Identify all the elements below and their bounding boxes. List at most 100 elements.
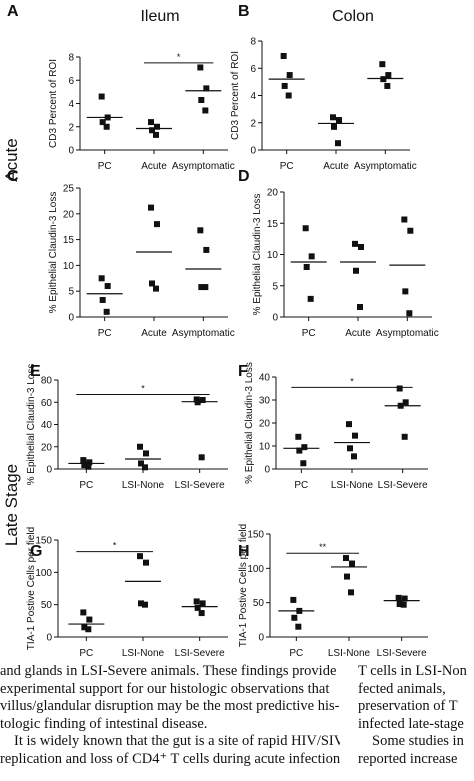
y-tick-label: 100 <box>247 564 264 575</box>
x-tick-label: LSI-None <box>331 480 374 491</box>
data-point <box>331 123 337 130</box>
data-point <box>335 140 341 147</box>
y-tick-label: 150 <box>35 536 52 547</box>
text-line: infected late-stage <box>358 715 464 732</box>
data-point <box>353 267 359 274</box>
x-tick-label: LSI-Severe <box>175 648 225 659</box>
data-point <box>86 459 93 466</box>
data-point <box>336 117 342 124</box>
data-point <box>142 464 148 471</box>
data-point <box>98 93 105 100</box>
y-tick-label: 40 <box>259 373 271 384</box>
text-line: replication and loss of CD4⁺ T cells dur… <box>0 750 340 767</box>
data-point <box>346 421 352 428</box>
data-point <box>401 216 408 223</box>
data-point <box>98 275 105 282</box>
y-tick-label: 0 <box>46 465 52 476</box>
text-line: experimental support for our histologic … <box>0 680 330 697</box>
data-point <box>280 52 287 59</box>
data-point <box>402 399 409 406</box>
text-line: Some studies in <box>372 733 464 750</box>
panel-label: E <box>30 363 41 380</box>
data-point <box>348 589 354 596</box>
data-point <box>103 308 110 315</box>
x-tick-label: PC <box>294 480 308 491</box>
x-tick-label: LSI-Severe <box>378 480 428 491</box>
y-axis-label: CD3 Percent of ROI <box>48 59 59 148</box>
x-tick-label: PC <box>289 648 303 659</box>
data-point <box>137 443 143 450</box>
y-tick-label: 8 <box>68 53 74 64</box>
data-point <box>352 432 358 439</box>
y-tick-label: 5 <box>68 287 74 298</box>
panel-label: D <box>238 168 250 185</box>
y-tick-label: 2 <box>250 118 256 129</box>
data-point <box>198 284 205 291</box>
data-point <box>384 82 391 89</box>
data-point <box>104 283 111 290</box>
data-point <box>81 462 88 469</box>
y-tick-label: 0 <box>264 465 270 476</box>
x-tick-label: LSI-Severe <box>175 480 225 491</box>
y-tick-label: 20 <box>63 209 75 220</box>
y-tick-label: 15 <box>267 219 279 230</box>
y-axis-label: CD3 Percent of ROI <box>230 51 241 140</box>
text-line: fected animals, <box>358 680 446 697</box>
panel-b: B Colon 0 2 4 6 8 CD3 Percent of ROI PC Acute Asym… <box>230 3 417 172</box>
panel-c: C 0 5 10 15 20 25 % Epithelial Claudin-3 Loss PC… <box>7 168 235 339</box>
data-point <box>352 240 358 247</box>
x-tick-label: Acute <box>345 328 371 339</box>
data-point <box>198 454 205 461</box>
x-tick-label: Asymptomatic <box>354 161 417 172</box>
data-point <box>81 624 88 631</box>
panel-label: F <box>238 363 248 380</box>
data-point <box>198 610 205 617</box>
data-point <box>138 600 144 607</box>
x-tick-label: PC <box>79 648 93 659</box>
x-tick-label: LSI-Severe <box>377 648 427 659</box>
data-point <box>149 280 155 287</box>
panel-a: A Ileum 0 2 4 6 8 CD3 Percent of ROI PC Acute Asym… <box>7 3 235 172</box>
data-point <box>379 61 386 68</box>
data-point <box>349 560 355 567</box>
y-axis-label: % Epithelial Claudin-3 Loss <box>252 194 263 316</box>
x-tick-label: Acute <box>141 328 167 339</box>
data-point <box>397 402 404 409</box>
y-tick-label: 30 <box>259 396 271 407</box>
text-line: and glands in LSI-Severe animals. These … <box>0 663 337 679</box>
panel-d: D 0 5 10 15 20 % Epithelial Claudin-3 Loss PC Ac… <box>238 168 439 339</box>
data-point <box>300 460 307 467</box>
data-point <box>407 227 414 234</box>
data-point <box>153 285 159 292</box>
y-tick-label: 80 <box>41 376 53 387</box>
data-point <box>347 445 353 452</box>
y-axis-label: TIA-1 Postive Cells per field <box>26 527 37 650</box>
body-text-left-column: and glands in LSI-Severe animals. These … <box>0 663 340 769</box>
data-point <box>301 444 308 451</box>
data-point <box>402 288 409 295</box>
y-tick-label: 0 <box>46 633 52 644</box>
data-point <box>203 85 210 92</box>
data-point <box>308 253 315 260</box>
y-axis-label: % Epithelial Claudin-3 Loss <box>26 364 37 486</box>
y-axis-label: % Epithelial Claudin-3 Loss <box>244 362 255 484</box>
data-point <box>138 460 144 467</box>
panel-label: C <box>7 168 19 185</box>
x-tick-label: Acute <box>323 161 349 172</box>
data-point <box>202 284 209 291</box>
data-point <box>357 304 363 310</box>
data-point <box>344 573 350 580</box>
data-point <box>396 385 403 392</box>
x-tick-label: PC <box>98 328 112 339</box>
figure: Acute Late Stage A Ileum 0 2 4 6 8 CD3 Percent … <box>2 3 439 659</box>
x-tick-label: Asymptomatic <box>172 328 235 339</box>
data-point <box>358 244 364 250</box>
x-tick-label: Asymptomatic <box>376 328 439 339</box>
data-point <box>406 310 413 317</box>
row-label-late-stage: Late Stage <box>2 464 21 546</box>
data-point <box>302 225 309 232</box>
data-point <box>395 594 402 601</box>
data-point <box>85 463 92 470</box>
data-point <box>104 114 111 121</box>
